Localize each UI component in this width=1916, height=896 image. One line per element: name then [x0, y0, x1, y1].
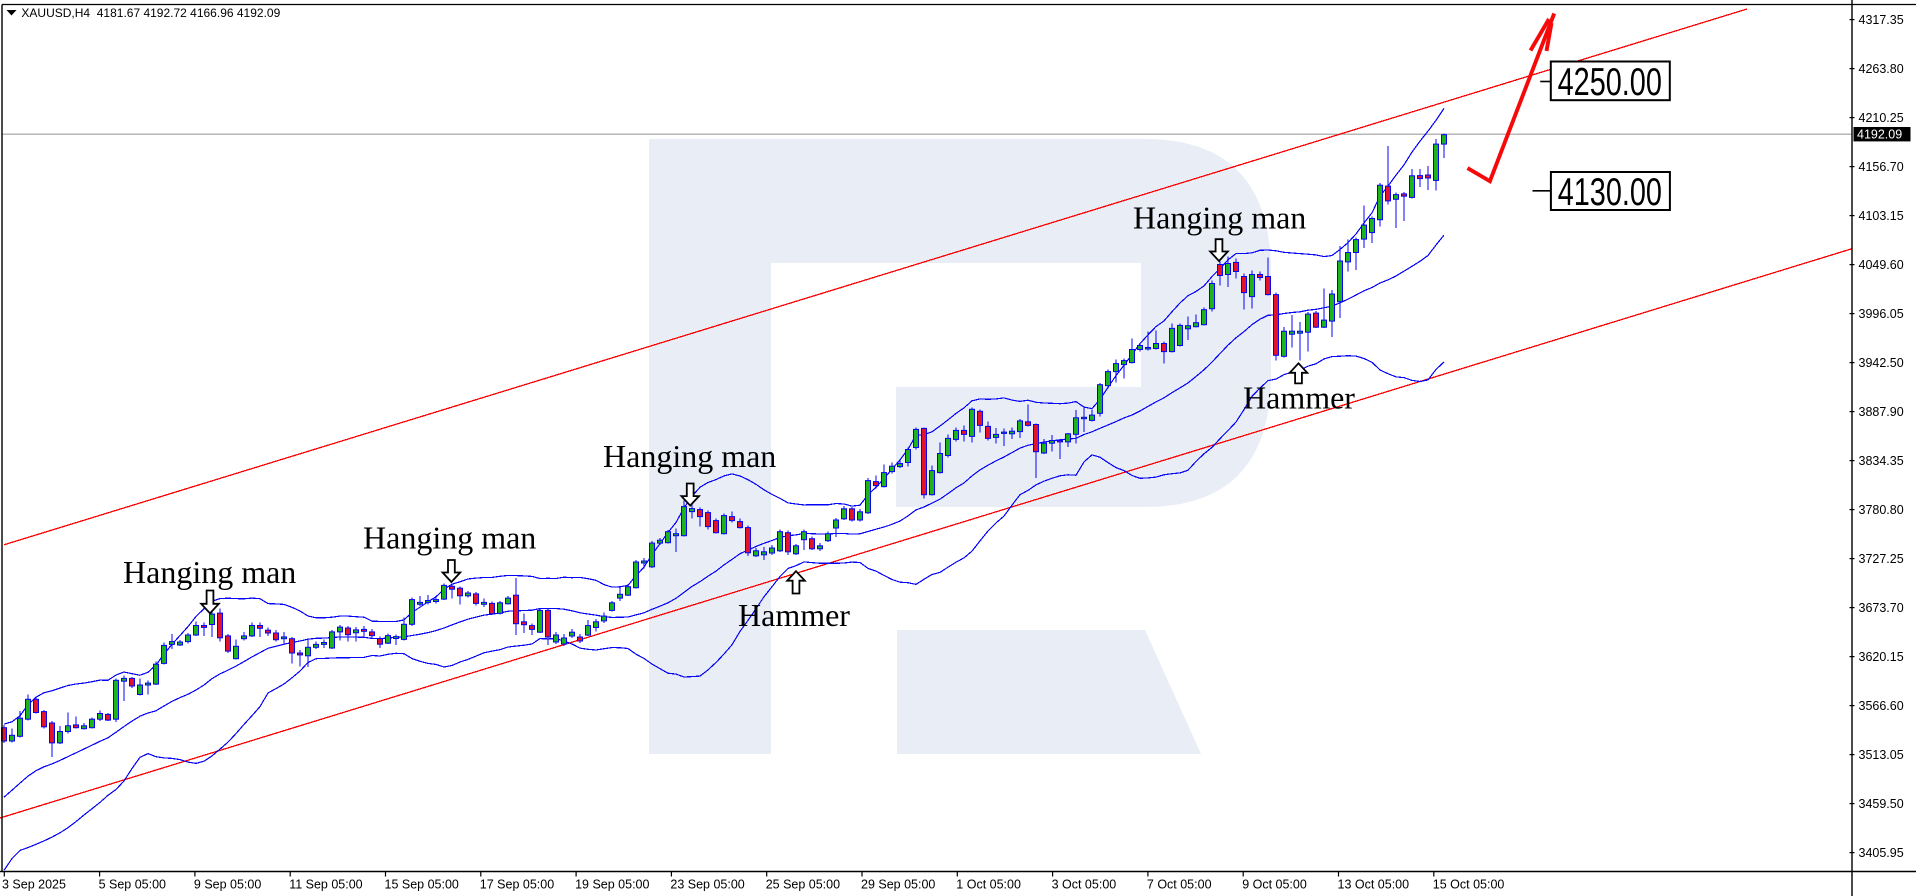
svg-text:4317.35: 4317.35: [1859, 13, 1904, 27]
svg-text:Hanging man: Hanging man: [123, 554, 296, 590]
svg-text:XAUUSD,H4 4181.67 4192.72 416: XAUUSD,H4 4181.67 4192.72 4166.96 4192.0…: [21, 6, 280, 20]
svg-text:3996.05: 3996.05: [1859, 307, 1904, 321]
svg-text:Hanging man: Hanging man: [603, 438, 776, 474]
svg-text:Hanging man: Hanging man: [363, 520, 536, 556]
svg-text:3405.95: 3405.95: [1859, 846, 1904, 860]
svg-text:4049.60: 4049.60: [1859, 258, 1904, 272]
svg-text:3 Oct 05:00: 3 Oct 05:00: [1052, 878, 1117, 892]
svg-text:5 Sep 05:00: 5 Sep 05:00: [99, 878, 166, 892]
svg-text:4103.15: 4103.15: [1859, 209, 1904, 223]
svg-text:3 Sep 2025: 3 Sep 2025: [2, 878, 66, 892]
svg-text:9 Oct 05:00: 9 Oct 05:00: [1242, 878, 1307, 892]
svg-text:4263.80: 4263.80: [1859, 62, 1904, 76]
svg-text:3620.15: 3620.15: [1859, 650, 1904, 664]
svg-text:4210.25: 4210.25: [1859, 111, 1904, 125]
svg-text:3459.50: 3459.50: [1859, 797, 1904, 811]
svg-text:4156.70: 4156.70: [1859, 160, 1904, 174]
svg-text:9 Sep 05:00: 9 Sep 05:00: [194, 878, 261, 892]
svg-text:23 Sep 05:00: 23 Sep 05:00: [670, 878, 744, 892]
svg-text:3566.60: 3566.60: [1859, 699, 1904, 713]
svg-text:19 Sep 05:00: 19 Sep 05:00: [575, 878, 649, 892]
svg-text:4130.00: 4130.00: [1558, 171, 1662, 214]
svg-text:4250.00: 4250.00: [1558, 61, 1662, 104]
svg-text:Hammer: Hammer: [738, 597, 850, 633]
svg-text:3834.35: 3834.35: [1859, 454, 1904, 468]
svg-text:3727.25: 3727.25: [1859, 552, 1904, 566]
svg-text:3673.70: 3673.70: [1859, 601, 1904, 615]
svg-text:3942.50: 3942.50: [1859, 356, 1904, 370]
svg-text:3780.80: 3780.80: [1859, 503, 1904, 517]
svg-text:13 Oct 05:00: 13 Oct 05:00: [1338, 878, 1410, 892]
svg-text:17 Sep 05:00: 17 Sep 05:00: [480, 878, 554, 892]
svg-text:7 Oct 05:00: 7 Oct 05:00: [1147, 878, 1212, 892]
svg-text:11 Sep 05:00: 11 Sep 05:00: [289, 878, 362, 892]
svg-text:3887.90: 3887.90: [1859, 405, 1904, 419]
svg-text:29 Sep 05:00: 29 Sep 05:00: [861, 878, 935, 892]
svg-text:Hanging man: Hanging man: [1133, 199, 1306, 235]
svg-text:25 Sep 05:00: 25 Sep 05:00: [766, 878, 840, 892]
svg-text:15 Sep 05:00: 15 Sep 05:00: [385, 878, 459, 892]
svg-text:1 Oct 05:00: 1 Oct 05:00: [956, 878, 1021, 892]
svg-text:3513.05: 3513.05: [1859, 748, 1904, 762]
svg-text:4192.09: 4192.09: [1857, 128, 1902, 142]
svg-text:Hammer: Hammer: [1243, 380, 1355, 416]
svg-text:15 Oct 05:00: 15 Oct 05:00: [1433, 878, 1505, 892]
